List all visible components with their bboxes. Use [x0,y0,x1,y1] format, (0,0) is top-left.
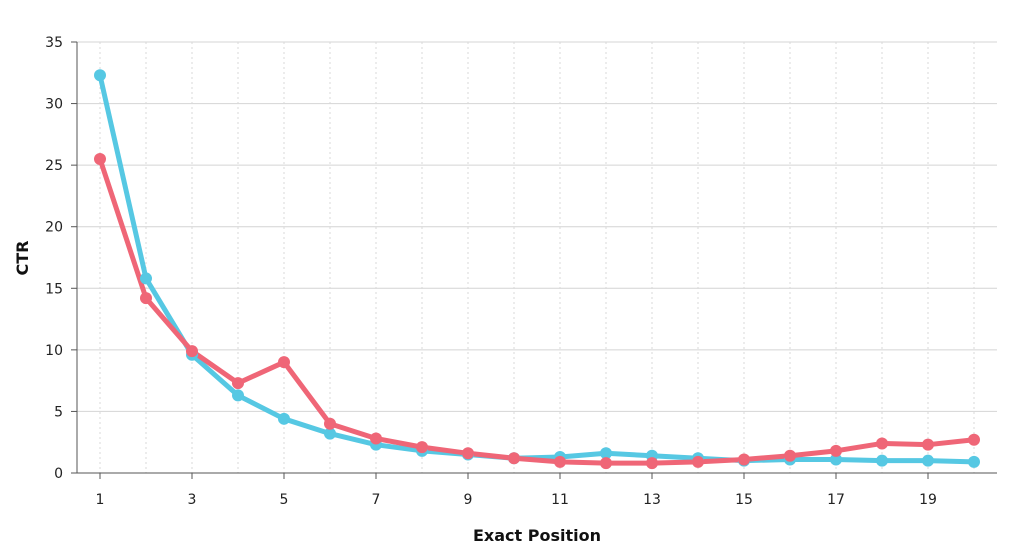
series-2-point [554,455,566,468]
x-tick-label: 3 [188,492,197,508]
series-1-point [324,427,336,440]
series-2-point [646,457,658,470]
x-tick-label: 9 [464,492,473,508]
series-1-point [830,453,842,466]
series-2-point [94,152,106,165]
series-2-point [738,453,750,466]
y-tick-label: 35 [45,35,63,51]
series-2-point [278,356,290,369]
series-2-point [186,345,198,358]
x-tick-label: 5 [280,492,289,508]
grid [77,41,997,473]
series-2-point [324,417,336,430]
x-tick-label: 1 [96,492,105,508]
series-1-point [922,454,934,467]
series-2-point [922,438,934,451]
y-axis-title: CTR [13,241,32,276]
series-2-point [692,455,704,468]
y-tick-label: 30 [45,97,63,113]
series-2-point [600,457,612,470]
x-tick-label: 11 [551,492,569,508]
series-1-point [278,412,290,425]
series-2-point [416,441,428,454]
series-2-point [830,444,842,457]
y-tick-label: 15 [45,281,63,297]
x-tick-label: 15 [735,492,753,508]
x-tick-label: 17 [827,492,845,508]
series-1-point [600,447,612,460]
x-tick-label: 19 [919,492,937,508]
x-tick-label: 7 [372,492,381,508]
series-1-point [876,454,888,467]
series-2-point [968,433,980,446]
series-2-point [370,432,382,445]
series-2-point [140,292,152,305]
series-2-point [876,437,888,450]
series-2-point [462,447,474,460]
series-line-1 [97,72,977,465]
x-tick-label: 13 [643,492,661,508]
series-1-point [140,272,152,285]
series-2-point [508,452,520,465]
y-tick-label: 25 [45,158,63,174]
y-tick-label: 0 [54,466,63,482]
y-tick-label: 5 [54,404,63,420]
series [94,69,980,470]
y-tick-label: 20 [45,220,63,236]
x-axis-title: Exact Position [473,526,601,544]
series-line-2 [97,156,977,466]
series-1-point [232,389,244,402]
y-tick-label: 10 [45,343,63,359]
series-2-point [784,449,796,462]
series-1-point [968,455,980,468]
series-1-point [94,69,106,82]
series-2-point [232,377,244,390]
